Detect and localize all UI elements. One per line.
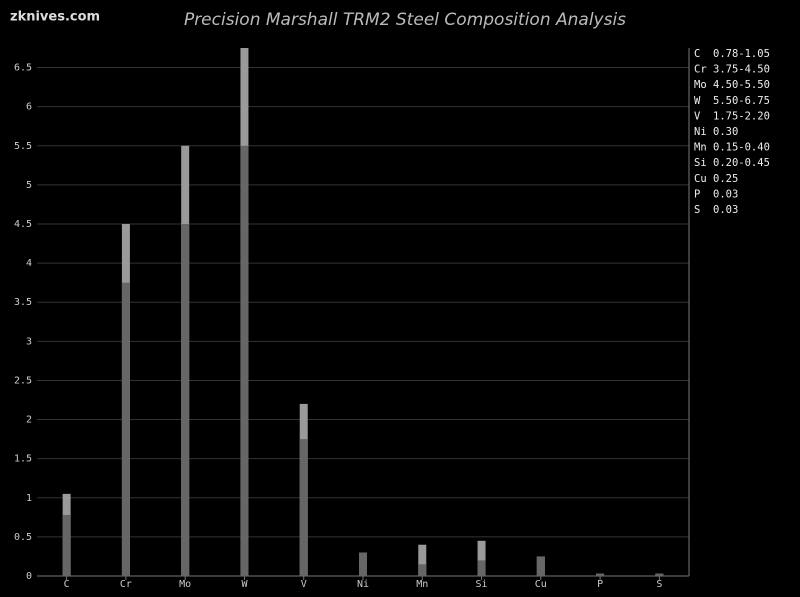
bar-min	[121, 282, 130, 576]
x-tick-label: C	[64, 579, 70, 590]
y-tick-label: 1	[26, 493, 32, 504]
legend-element: S	[694, 204, 700, 216]
legend-range: 0.20-0.45	[713, 157, 770, 169]
legend-range: 0.25	[713, 173, 738, 185]
bar-min	[359, 552, 367, 576]
bar-min	[62, 514, 71, 576]
site-logo: zknives.com	[10, 10, 100, 25]
bar-min	[536, 556, 545, 576]
legend-range: 0.03	[713, 204, 738, 216]
legend-element: Si	[694, 157, 707, 169]
x-tick-label: W	[241, 579, 248, 590]
x-tick-label: V	[301, 579, 307, 590]
x-tick-label: Ni	[357, 579, 369, 590]
y-tick-label: 2.5	[14, 375, 32, 386]
legend-element: P	[694, 188, 700, 200]
y-tick-label: 3	[26, 336, 32, 347]
x-tick-label: S	[656, 579, 662, 590]
legend-element: C	[694, 48, 700, 60]
bar-min	[240, 145, 249, 576]
y-tick-label: 0	[26, 571, 32, 582]
x-tick-label: Mo	[179, 579, 191, 590]
legend-range: 0.30	[713, 126, 738, 138]
legend-element: Mn	[694, 142, 707, 154]
y-tick-label: 3.5	[14, 297, 32, 308]
y-tick-label: 5	[26, 180, 32, 191]
y-tick-label: 0.5	[14, 532, 32, 543]
legend-range: 0.03	[713, 188, 738, 200]
bar-max	[418, 544, 427, 576]
x-tick-label: Cr	[120, 579, 132, 590]
legend-range: 0.15-0.40	[713, 142, 770, 154]
legend-range: 0.78-1.05	[713, 48, 770, 60]
bar-min	[181, 224, 190, 576]
bar-min	[477, 560, 486, 576]
y-tick-label: 1.5	[14, 454, 32, 465]
chart-title: Precision Marshall TRM2 Steel Compositio…	[184, 10, 626, 30]
bar-max	[477, 540, 486, 576]
legend-element: Cu	[694, 173, 707, 185]
y-tick-label: 4	[26, 258, 32, 269]
x-tick-label: Mn	[416, 579, 428, 590]
y-tick-label: 2	[26, 415, 32, 426]
legend-range: 4.50-5.50	[713, 79, 770, 91]
legend-element: Mo	[694, 79, 707, 91]
y-tick-label: 4.5	[14, 219, 32, 230]
y-tick-label: 6.5	[14, 63, 32, 74]
legend-range: 5.50-6.75	[713, 95, 770, 107]
legend-element: Cr	[694, 64, 707, 76]
x-tick-label: Cu	[535, 579, 547, 590]
x-tick-label: Si	[476, 579, 488, 590]
bar-min	[596, 573, 605, 576]
legend-range: 1.75-2.20	[713, 110, 770, 122]
y-tick-label: 5.5	[14, 141, 32, 152]
bar-min	[655, 573, 664, 576]
bar-min	[299, 439, 308, 576]
bar-min	[418, 564, 427, 576]
legend-element: V	[694, 110, 701, 122]
legend-element: W	[694, 95, 701, 107]
x-tick-label: P	[597, 579, 603, 590]
legend-range: 3.75-4.50	[713, 64, 770, 76]
y-tick-label: 6	[26, 102, 32, 113]
legend-element: Ni	[694, 126, 707, 138]
